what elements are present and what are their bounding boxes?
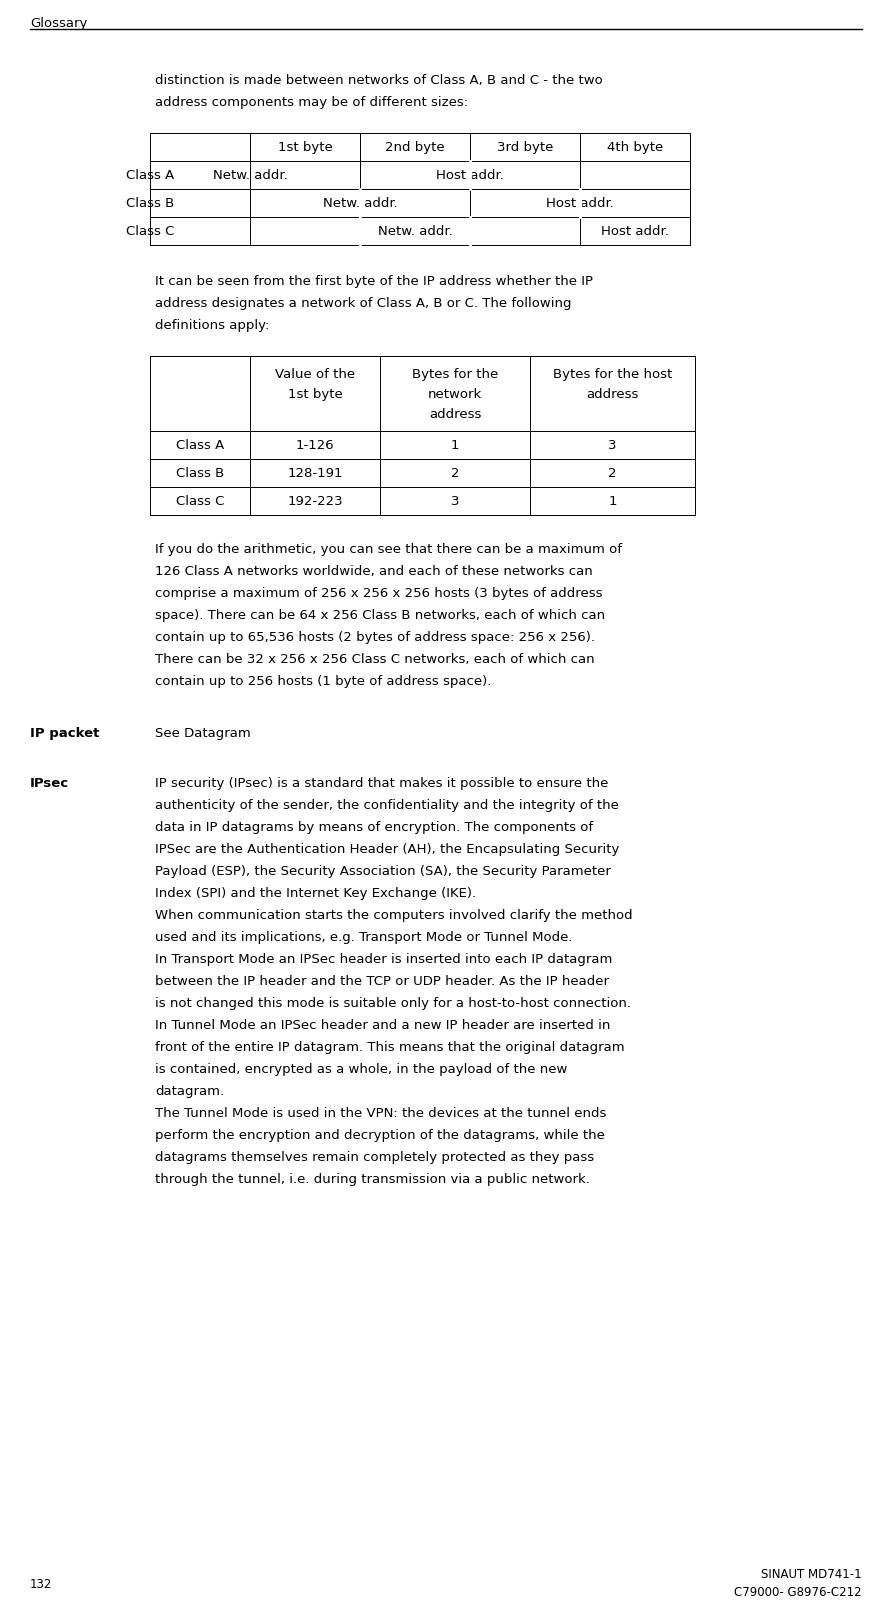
Text: Payload (ESP), the Security Association (SA), the Security Parameter: Payload (ESP), the Security Association … bbox=[155, 866, 611, 879]
Text: comprise a maximum of 256 x 256 x 256 hosts (3 bytes of address: comprise a maximum of 256 x 256 x 256 ho… bbox=[155, 587, 602, 600]
Text: 2: 2 bbox=[608, 467, 616, 479]
Text: Netw. addr.: Netw. addr. bbox=[323, 196, 397, 209]
Text: datagrams themselves remain completely protected as they pass: datagrams themselves remain completely p… bbox=[155, 1150, 594, 1163]
Text: C79000- G8976-C212: C79000- G8976-C212 bbox=[734, 1586, 862, 1599]
Text: definitions apply:: definitions apply: bbox=[155, 319, 269, 331]
Text: The Tunnel Mode is used in the VPN: the devices at the tunnel ends: The Tunnel Mode is used in the VPN: the … bbox=[155, 1107, 607, 1120]
Text: authenticity of the sender, the confidentiality and the integrity of the: authenticity of the sender, the confiden… bbox=[155, 800, 619, 813]
Text: data in IP datagrams by means of encryption. The components of: data in IP datagrams by means of encrypt… bbox=[155, 821, 593, 833]
Text: Bytes for the host: Bytes for the host bbox=[553, 368, 673, 381]
Text: Class C: Class C bbox=[176, 494, 224, 507]
Text: In Tunnel Mode an IPSec header and a new IP header are inserted in: In Tunnel Mode an IPSec header and a new… bbox=[155, 1018, 610, 1031]
Text: Index (SPI) and the Internet Key Exchange (IKE).: Index (SPI) and the Internet Key Exchang… bbox=[155, 887, 476, 899]
Text: Class A: Class A bbox=[126, 169, 174, 182]
Text: front of the entire IP datagram. This means that the original datagram: front of the entire IP datagram. This me… bbox=[155, 1041, 624, 1054]
Text: IP security (IPsec) is a standard that makes it possible to ensure the: IP security (IPsec) is a standard that m… bbox=[155, 777, 608, 790]
Text: 2: 2 bbox=[450, 467, 459, 479]
Text: Netw. addr.: Netw. addr. bbox=[212, 169, 287, 182]
Text: 128-191: 128-191 bbox=[287, 467, 343, 479]
Text: Class B: Class B bbox=[126, 196, 174, 209]
Text: Host addr.: Host addr. bbox=[601, 225, 669, 238]
Text: 2nd byte: 2nd byte bbox=[385, 140, 445, 153]
Text: address: address bbox=[429, 409, 481, 422]
Text: Class A: Class A bbox=[176, 439, 224, 452]
Text: There can be 32 x 256 x 256 Class C networks, each of which can: There can be 32 x 256 x 256 Class C netw… bbox=[155, 653, 595, 666]
Text: Glossary: Glossary bbox=[30, 18, 87, 31]
Text: 1-126: 1-126 bbox=[295, 439, 334, 452]
Text: 1: 1 bbox=[450, 439, 459, 452]
Text: Value of the: Value of the bbox=[275, 368, 355, 381]
Text: 132: 132 bbox=[30, 1578, 53, 1591]
Text: network: network bbox=[428, 388, 482, 401]
Text: 3rd byte: 3rd byte bbox=[497, 140, 553, 153]
Text: Host addr.: Host addr. bbox=[436, 169, 504, 182]
Text: 3: 3 bbox=[608, 439, 616, 452]
Text: IP packet: IP packet bbox=[30, 727, 99, 740]
Text: 126 Class A networks worldwide, and each of these networks can: 126 Class A networks worldwide, and each… bbox=[155, 565, 593, 578]
Text: address: address bbox=[586, 388, 639, 401]
Text: used and its implications, e.g. Transport Mode or Tunnel Mode.: used and its implications, e.g. Transpor… bbox=[155, 932, 573, 944]
Text: IPSec are the Authentication Header (AH), the Encapsulating Security: IPSec are the Authentication Header (AH)… bbox=[155, 843, 619, 856]
Text: contain up to 256 hosts (1 byte of address space).: contain up to 256 hosts (1 byte of addre… bbox=[155, 676, 491, 689]
Text: IPsec: IPsec bbox=[30, 777, 69, 790]
Text: 4th byte: 4th byte bbox=[607, 140, 663, 153]
Text: See Datagram: See Datagram bbox=[155, 727, 251, 740]
Text: 3: 3 bbox=[450, 494, 459, 507]
Text: Bytes for the: Bytes for the bbox=[412, 368, 498, 381]
Text: Netw. addr.: Netw. addr. bbox=[377, 225, 452, 238]
Text: datagram.: datagram. bbox=[155, 1084, 224, 1097]
Text: It can be seen from the first byte of the IP address whether the IP: It can be seen from the first byte of th… bbox=[155, 275, 593, 288]
Text: distinction is made between networks of Class A, B and C - the two: distinction is made between networks of … bbox=[155, 74, 603, 87]
Text: In Transport Mode an IPSec header is inserted into each IP datagram: In Transport Mode an IPSec header is ins… bbox=[155, 953, 613, 965]
Text: 192-223: 192-223 bbox=[287, 494, 343, 507]
Text: is not changed this mode is suitable only for a host-to-host connection.: is not changed this mode is suitable onl… bbox=[155, 998, 631, 1010]
Text: through the tunnel, i.e. during transmission via a public network.: through the tunnel, i.e. during transmis… bbox=[155, 1173, 590, 1186]
Text: is contained, encrypted as a whole, in the payload of the new: is contained, encrypted as a whole, in t… bbox=[155, 1064, 567, 1076]
Text: perform the encryption and decryption of the datagrams, while the: perform the encryption and decryption of… bbox=[155, 1130, 605, 1142]
Text: 1st byte: 1st byte bbox=[287, 388, 343, 401]
Text: Class C: Class C bbox=[126, 225, 174, 238]
Text: address designates a network of Class A, B or C. The following: address designates a network of Class A,… bbox=[155, 298, 572, 311]
Text: 1: 1 bbox=[608, 494, 616, 507]
Text: If you do the arithmetic, you can see that there can be a maximum of: If you do the arithmetic, you can see th… bbox=[155, 542, 622, 557]
Text: contain up to 65,536 hosts (2 bytes of address space: 256 x 256).: contain up to 65,536 hosts (2 bytes of a… bbox=[155, 631, 595, 644]
Text: space). There can be 64 x 256 Class B networks, each of which can: space). There can be 64 x 256 Class B ne… bbox=[155, 608, 605, 623]
Text: SINAUT MD741-1: SINAUT MD741-1 bbox=[762, 1569, 862, 1582]
Text: 1st byte: 1st byte bbox=[277, 140, 333, 153]
Text: Class B: Class B bbox=[176, 467, 224, 479]
Text: When communication starts the computers involved clarify the method: When communication starts the computers … bbox=[155, 909, 632, 922]
Text: address components may be of different sizes:: address components may be of different s… bbox=[155, 97, 468, 109]
Text: Host addr.: Host addr. bbox=[546, 196, 614, 209]
Text: between the IP header and the TCP or UDP header. As the IP header: between the IP header and the TCP or UDP… bbox=[155, 975, 609, 988]
